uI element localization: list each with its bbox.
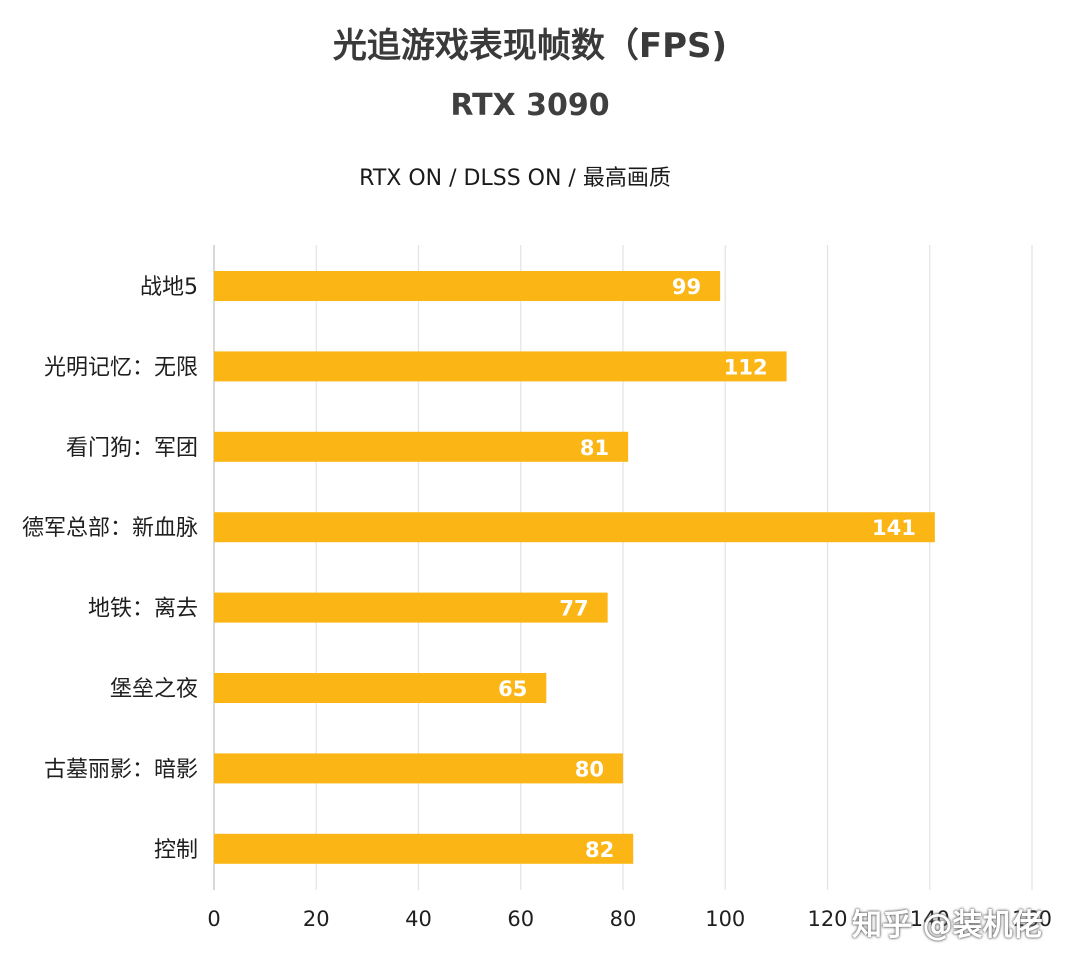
x-tick-label: 140 [910,907,950,931]
bar [214,271,721,301]
bar [214,833,634,864]
grid-lines [213,245,1033,890]
category-label: 堡垒之夜 [110,677,198,702]
x-tick-label: 40 [405,907,432,931]
x-axis-tick-labels: 0 20 40 60 80 100 120 140 160 [207,907,1052,931]
bars: 99 112 81 141 77 65 80 82 [214,271,935,864]
bar [214,753,623,784]
bar-value-label: 82 [585,838,614,862]
category-label: 控制 [154,838,198,863]
x-tick-label: 120 [807,907,847,931]
bar-value-label: 99 [672,275,701,299]
bar-value-label: 112 [724,355,768,379]
chart-title: 光追游戏表现帧数（FPS) [332,26,728,66]
watermark: 知乎 @装机佬 [852,908,1043,943]
bar-value-label: 141 [872,516,916,540]
x-tick-label: 0 [207,907,220,931]
bar-value-label: 80 [575,757,604,781]
bar [214,592,608,623]
chart-caption: RTX ON / DLSS ON / 最高画质 [359,166,671,191]
category-label: 光明记忆：无限 [44,355,198,380]
x-tick-label: 100 [705,907,745,931]
bar [214,351,787,382]
x-tick-label: 160 [1012,907,1052,931]
category-label: 古墓丽影：暗影 [44,757,198,782]
category-label: 德军总部：新血脉 [22,516,198,541]
bar-value-label: 81 [580,436,609,460]
category-labels: 战地5 光明记忆：无限看门狗：军团德军总部：新血脉地铁：离去堡垒之夜古墓丽影：暗影… [22,275,198,863]
x-tick-label: 80 [610,907,637,931]
category-label: 战地5 [140,275,198,300]
x-tick-label: 60 [507,907,534,931]
bar [214,673,547,703]
chart-subtitle: RTX 3090 [450,88,610,123]
category-label: 看门狗：军团 [66,436,198,461]
bar [214,431,629,462]
x-tick-label: 20 [303,907,330,931]
bar-value-label: 65 [498,677,527,701]
bar [214,512,935,543]
category-label: 地铁：离去 [88,597,198,622]
bar-value-label: 77 [559,597,588,621]
